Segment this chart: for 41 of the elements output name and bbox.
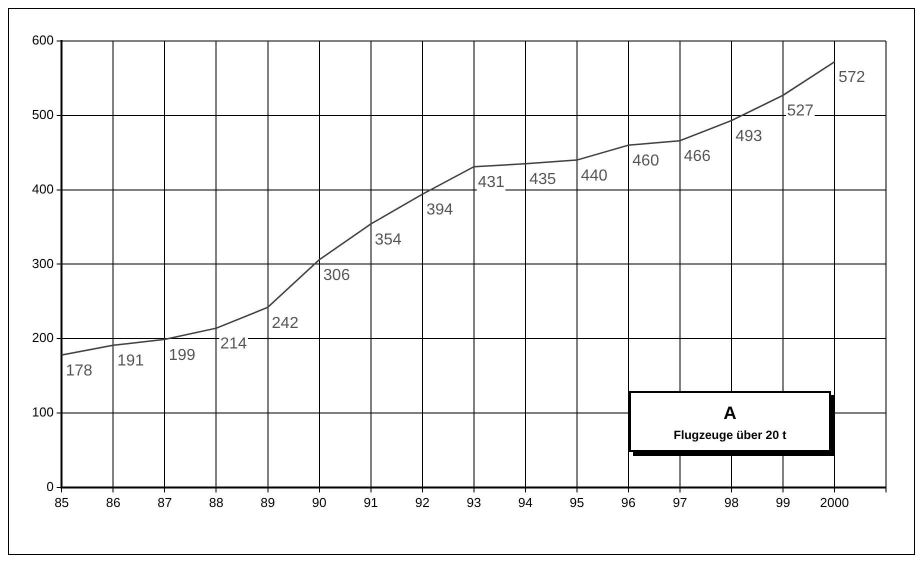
- x-tick-label: 89: [260, 494, 275, 510]
- data-label: 242: [272, 314, 299, 332]
- y-tick-label: 0: [46, 478, 54, 494]
- data-label: 527: [786, 102, 814, 120]
- y-tick-label: 500: [32, 106, 54, 122]
- data-label: 354: [374, 231, 402, 248]
- data-label: 572: [838, 69, 866, 86]
- x-tick-label: 93: [466, 494, 482, 510]
- y-tick-label: 200: [32, 330, 54, 346]
- y-tick-label: 300: [32, 256, 54, 271]
- x-tick-label: 86: [106, 494, 120, 510]
- y-tick-label: 100: [32, 404, 54, 420]
- x-tick-label: 88: [209, 494, 224, 510]
- data-label: 493: [735, 128, 762, 146]
- data-label: 435: [529, 171, 556, 188]
- data-label: 191: [117, 352, 144, 370]
- x-tick-label: 85: [54, 494, 69, 510]
- data-label: 431: [478, 174, 505, 192]
- x-tick-label: 96: [621, 494, 636, 510]
- x-tick-label: 99: [776, 494, 790, 510]
- x-tick-label: 92: [415, 494, 430, 510]
- x-tick-label: 95: [570, 494, 584, 510]
- data-label: 394: [426, 202, 454, 219]
- data-label: 178: [66, 362, 92, 380]
- x-tick-label: 97: [672, 494, 688, 510]
- y-tick-label: 600: [32, 32, 54, 48]
- data-label: 466: [684, 148, 711, 166]
- annotation: A: [722, 403, 738, 424]
- data-label: 199: [168, 346, 196, 364]
- x-tick-label: 90: [312, 494, 327, 510]
- x-tick-label: 98: [724, 494, 739, 510]
- y-tick-label: 400: [32, 181, 54, 196]
- x-tick-label: 87: [157, 494, 172, 510]
- x-tick-label: 94: [518, 494, 533, 510]
- data-label: 440: [580, 167, 608, 184]
- data-label: 460: [632, 152, 660, 170]
- annotation: Flugzeuge über 20 t: [672, 428, 788, 442]
- x-tick-label: 91: [364, 494, 378, 510]
- x-tick-label: 2000: [820, 494, 849, 510]
- data-label: 214: [220, 336, 248, 353]
- data-label: 306: [323, 267, 350, 284]
